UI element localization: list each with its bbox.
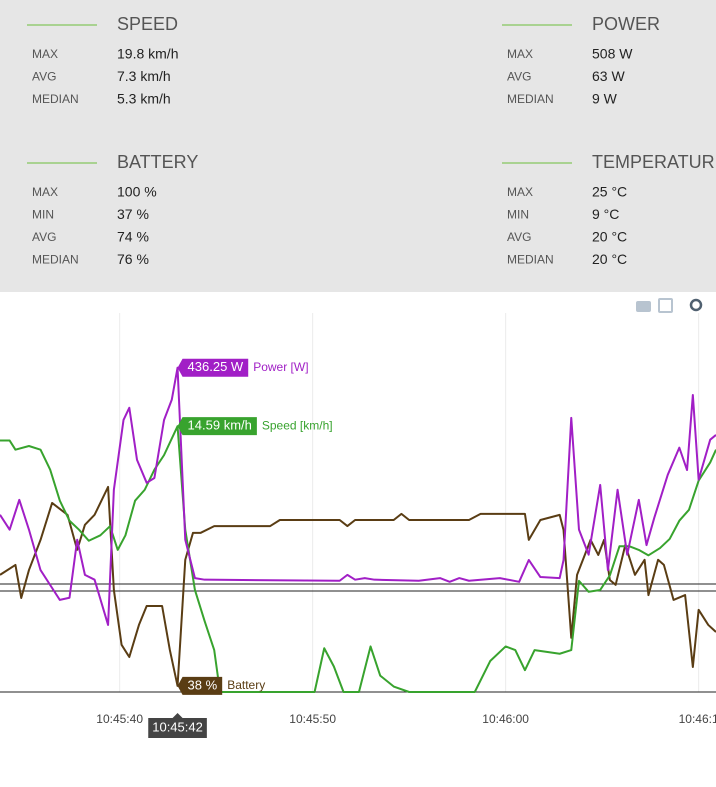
stat-value: 37 % bbox=[117, 206, 149, 222]
stat-label: MAX bbox=[507, 185, 533, 199]
save-icon[interactable] bbox=[658, 298, 673, 313]
stat-label: AVG bbox=[32, 70, 56, 84]
stat-label: MIN bbox=[507, 208, 529, 222]
stat-label: MEDIAN bbox=[32, 253, 79, 267]
hover-name: Power [W] bbox=[253, 360, 308, 374]
stat-value: 20 °C bbox=[592, 229, 627, 245]
stat-label: AVG bbox=[507, 70, 531, 84]
stat-value: 9 W bbox=[592, 91, 618, 107]
stat-label: MEDIAN bbox=[507, 92, 554, 106]
hover-label: 14.59 km/h Speed [km/h] bbox=[177, 417, 333, 436]
x-tick-label: 10:46:00 bbox=[482, 712, 529, 726]
stat-value: 100 % bbox=[117, 184, 157, 200]
x-tick-label: 10:45:50 bbox=[289, 712, 336, 726]
series-line bbox=[0, 485, 716, 687]
stat-label: AVG bbox=[32, 230, 56, 244]
x-tick-label: 10:45:40 bbox=[96, 712, 143, 726]
modebar bbox=[636, 298, 703, 313]
hover-box bbox=[177, 676, 223, 695]
stat-value: 20 °C bbox=[592, 251, 627, 267]
zoom-icon[interactable] bbox=[689, 298, 703, 312]
hover-x-text: 10:45:42 bbox=[152, 719, 203, 734]
stat-label: MEDIAN bbox=[32, 92, 79, 106]
x-tick-label: 10:46:1 bbox=[679, 712, 716, 726]
stat-title: TEMPERATURE bbox=[592, 152, 716, 172]
stat-label: MIN bbox=[32, 208, 54, 222]
series-line bbox=[0, 366, 716, 626]
stats-panel bbox=[0, 0, 716, 292]
camera-icon[interactable] bbox=[636, 301, 651, 312]
hover-name: Battery bbox=[227, 678, 265, 692]
stat-label: AVG bbox=[507, 230, 531, 244]
stat-title: SPEED bbox=[117, 14, 178, 34]
stat-label: MAX bbox=[32, 185, 58, 199]
hover-x-label: 10:45:42 bbox=[148, 713, 207, 738]
hover-name: Speed [km/h] bbox=[262, 418, 333, 432]
stat-value: 74 % bbox=[117, 229, 149, 245]
stat-title: POWER bbox=[592, 14, 660, 34]
stat-value: 25 °C bbox=[592, 184, 627, 200]
hover-value: 14.59 km/h bbox=[188, 418, 252, 433]
hover-label: 38 % Battery bbox=[177, 676, 265, 695]
stat-value: 508 W bbox=[592, 46, 633, 62]
stat-label: MAX bbox=[32, 47, 58, 61]
stat-value: 19.8 km/h bbox=[117, 46, 178, 62]
hover-value: 436.25 W bbox=[188, 359, 244, 374]
hover-box bbox=[177, 358, 249, 377]
stat-label: MEDIAN bbox=[507, 253, 554, 267]
hover-box bbox=[177, 417, 257, 436]
stat-value: 5.3 km/h bbox=[117, 91, 171, 107]
stat-label: MAX bbox=[507, 47, 533, 61]
stat-value: 7.3 km/h bbox=[117, 68, 171, 84]
stat-value: 76 % bbox=[117, 251, 149, 267]
hover-x-box bbox=[148, 713, 207, 738]
stat-value: 63 W bbox=[592, 68, 625, 84]
hover-value: 38 % bbox=[188, 677, 218, 692]
hover-label: 436.25 W Power [W] bbox=[177, 358, 309, 377]
stat-title: BATTERY bbox=[117, 152, 198, 172]
stat-value: 9 °C bbox=[592, 206, 619, 222]
